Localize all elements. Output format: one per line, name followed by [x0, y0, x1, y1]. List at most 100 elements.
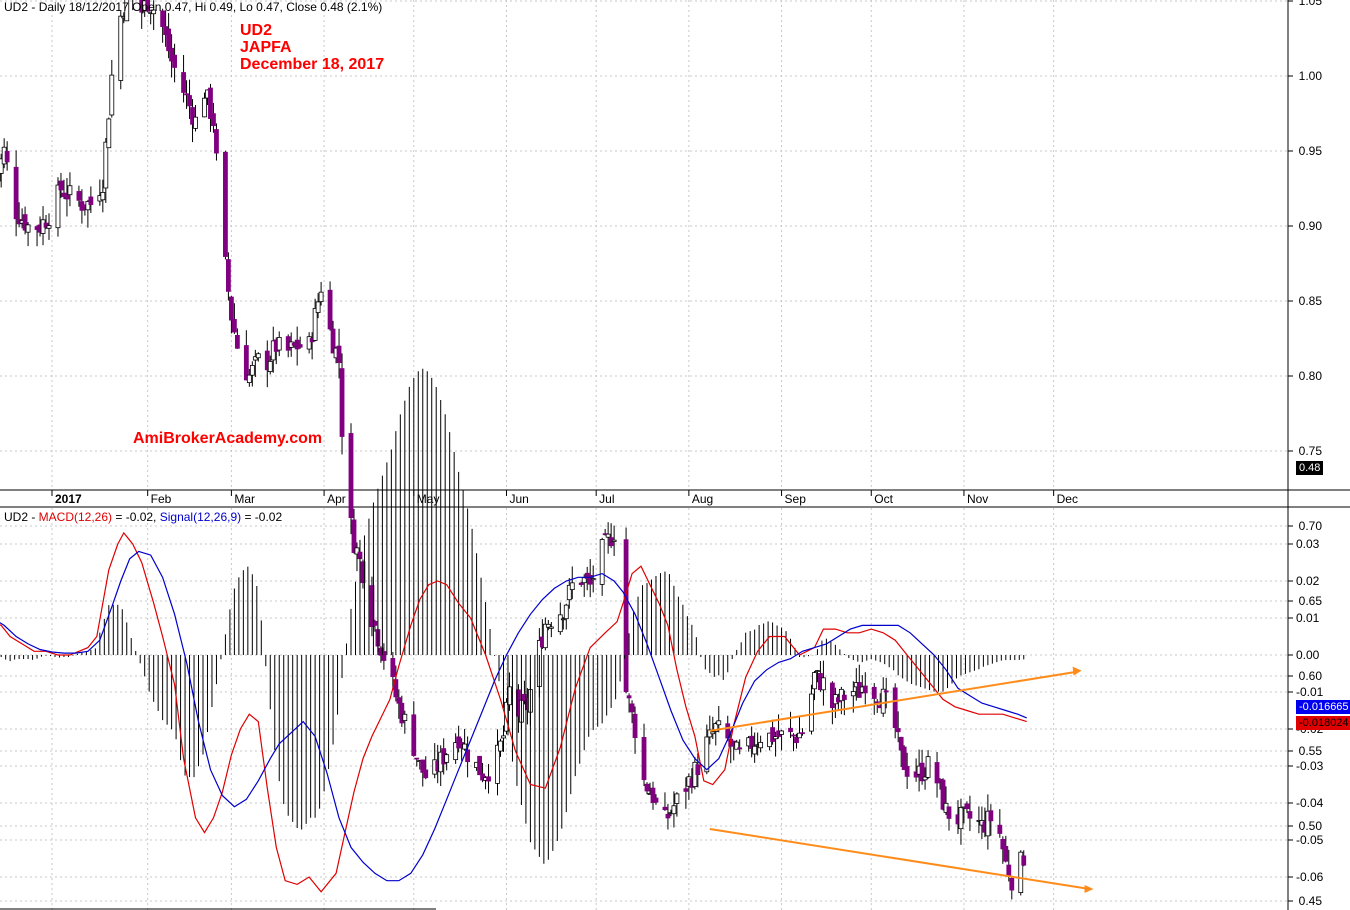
candle-down: [665, 813, 671, 819]
candle-down: [184, 93, 189, 96]
price-tick-label-0.50: 0.50: [1299, 819, 1323, 833]
candle-up: [118, 15, 124, 81]
candle-down: [351, 519, 357, 553]
macd-header-macd-label: MACD(12,26): [38, 510, 113, 524]
candle-up: [566, 584, 572, 601]
candle-down: [330, 328, 336, 354]
candle-up: [246, 374, 252, 383]
chart-annotation: UD2 JAPFA December 18, 2017: [240, 22, 384, 73]
price-tick-label-0.85: 0.85: [1299, 294, 1323, 308]
candle-down: [231, 319, 237, 333]
candle-up: [542, 623, 548, 649]
macd-tick-label--0.03: -0.03: [1296, 759, 1324, 773]
macd-last-value-tag: -0.018024: [1296, 716, 1350, 730]
candle-down: [841, 694, 847, 701]
candle-down: [898, 736, 904, 751]
candle-up: [501, 735, 506, 739]
candle-down: [43, 222, 49, 228]
x-tick-label-Jul: Jul: [599, 492, 614, 506]
candle-down: [399, 702, 405, 724]
grid-layer: [0, 0, 1288, 910]
price-tick-label-0.80: 0.80: [1299, 369, 1323, 383]
macd-trendline-arrow: [1072, 666, 1082, 676]
candle-down: [883, 690, 889, 693]
candle-up: [25, 224, 31, 233]
candle-up: [495, 744, 500, 784]
candle-up: [202, 97, 207, 118]
candle-down: [228, 296, 234, 321]
price-tick-label-1.00: 1.00: [1299, 69, 1323, 83]
candle-up: [100, 192, 106, 201]
candle-up: [821, 677, 826, 691]
candle-down: [187, 95, 192, 107]
price-header: UD2 - Daily 18/12/2017 Open 0.47, Hi 0.4…: [4, 0, 383, 14]
candle-down: [788, 727, 793, 733]
candle-down: [234, 334, 240, 349]
macd-tick-label--0.05: -0.05: [1296, 833, 1324, 847]
candle-down: [190, 107, 195, 125]
candle-down: [172, 54, 177, 68]
candle-up: [752, 745, 758, 755]
macd-trendline: [709, 670, 1078, 732]
candle-up: [674, 793, 680, 804]
candle-up: [255, 353, 261, 359]
candle-down: [749, 735, 755, 749]
candle-down: [22, 214, 28, 231]
watermark: AmiBrokerAcademy.com: [133, 430, 323, 447]
candle-down: [988, 810, 994, 822]
candle-up: [671, 805, 677, 815]
candle-up: [1018, 851, 1024, 894]
candle-down: [626, 695, 632, 699]
candle-down: [800, 732, 805, 735]
candle-down: [390, 658, 396, 678]
candle-up: [922, 776, 928, 781]
candle-down: [919, 762, 925, 782]
candle-up: [773, 736, 778, 740]
candle-up: [67, 185, 73, 196]
candle-down: [1003, 846, 1009, 862]
candle-up: [548, 626, 554, 629]
candle-up: [267, 360, 273, 372]
x-tick-label-2017: 2017: [55, 492, 82, 506]
candle-up: [563, 604, 569, 620]
candle-up: [925, 756, 931, 778]
candle-down: [486, 776, 491, 782]
candle-down: [623, 539, 629, 693]
candle-down: [381, 651, 387, 661]
candle-down: [169, 47, 175, 62]
macd-header: UD2 - MACD(12,26) = -0.02, Signal(12,26,…: [4, 510, 282, 524]
price-trendline-arrow: [1084, 885, 1094, 893]
price-tick-label-0.60: 0.60: [1299, 669, 1323, 683]
candle-down: [653, 797, 659, 803]
annotation-symbol: UD2: [240, 22, 273, 39]
candle-up: [605, 533, 611, 538]
candle-down: [372, 620, 378, 626]
candle-up: [560, 618, 566, 621]
candle-up: [557, 614, 563, 633]
x-tick-label-Jun: Jun: [509, 492, 528, 506]
price-tick-label-0.65: 0.65: [1299, 594, 1323, 608]
candle-down: [4, 150, 10, 163]
candle-down: [226, 259, 231, 292]
price-trendline: [709, 828, 1090, 890]
candle-up: [103, 141, 109, 189]
candle-up: [402, 713, 408, 722]
candle-down: [414, 757, 420, 760]
candle-down: [145, 0, 151, 12]
candle-down: [934, 762, 940, 784]
price-tick-label-1.05: 1.05: [1299, 0, 1323, 8]
candle-down: [650, 787, 656, 803]
price-header-symbol: UD2: [4, 0, 29, 14]
candle-down: [1009, 877, 1015, 891]
candle-up: [0, 158, 4, 174]
candle-down: [632, 713, 638, 739]
x-tick-label-Mar: Mar: [234, 492, 255, 506]
candle-up: [453, 742, 459, 761]
candle-down: [360, 561, 366, 584]
candle-down: [297, 344, 303, 348]
candle-up: [46, 225, 52, 229]
candle-up: [151, 9, 157, 15]
macd-tick-label--0.06: -0.06: [1296, 870, 1324, 884]
annotation-date: December 18, 2017: [240, 56, 385, 73]
candle-up: [880, 688, 886, 714]
